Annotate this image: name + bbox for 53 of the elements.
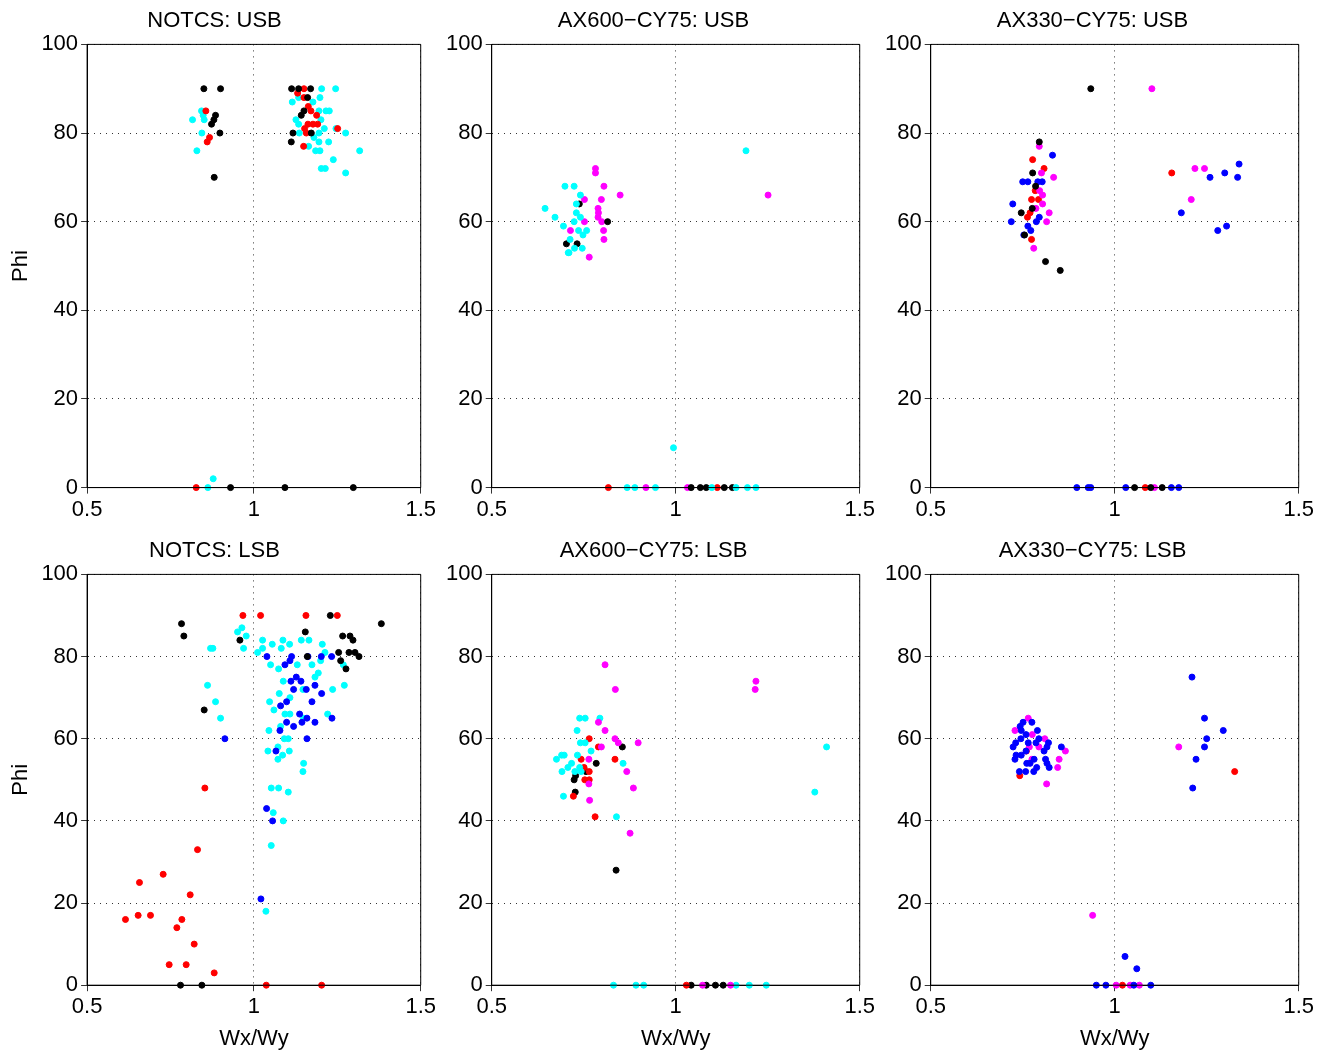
y-tick-label: 20 <box>897 889 922 915</box>
y-tick-label: 80 <box>53 642 79 668</box>
x-tick-label: 1.5 <box>405 993 437 1019</box>
y-axis-title: Phi <box>7 250 33 282</box>
chart-title: AX600−CY75: USB <box>557 7 750 33</box>
chart-title: AX330−CY75: LSB <box>998 537 1187 563</box>
x-tick-label: 1.5 <box>1283 495 1315 521</box>
x-tick-label: 1.5 <box>1283 993 1315 1019</box>
y-tick-label: 80 <box>53 119 79 145</box>
y-tick-label: 40 <box>53 806 79 832</box>
chart-title: NOTCS: USB <box>147 7 282 33</box>
y-tick-label: 100 <box>884 560 922 586</box>
y-tick-label: 20 <box>53 385 79 411</box>
y-tick-label: 40 <box>53 296 79 322</box>
y-tick-label: 100 <box>445 30 483 56</box>
y-tick-label: 100 <box>41 30 79 56</box>
y-tick-label: 60 <box>897 207 922 233</box>
x-tick-label: 1.5 <box>844 993 876 1019</box>
chart-title: NOTCS: LSB <box>149 537 280 563</box>
y-tick-label: 20 <box>458 889 483 915</box>
y-tick-label: 40 <box>897 806 922 832</box>
y-tick-label: 20 <box>897 385 922 411</box>
x-axis-title: Wx/Wy <box>219 1024 289 1050</box>
y-axis-title: Phi <box>7 763 33 796</box>
x-axis-title: Wx/Wy <box>640 1024 711 1050</box>
x-axis-title: Wx/Wy <box>1079 1024 1150 1050</box>
y-tick-label: 60 <box>53 207 79 233</box>
y-tick-label: 60 <box>458 207 483 233</box>
y-tick-label: 20 <box>458 385 483 411</box>
y-tick-label: 100 <box>445 560 483 586</box>
x-tick-label: 1 <box>1108 993 1121 1019</box>
x-tick-label: 1 <box>1108 495 1121 521</box>
y-tick-label: 60 <box>53 724 79 750</box>
chart-title: AX600−CY75: LSB <box>559 537 748 563</box>
y-tick-label: 80 <box>458 642 483 668</box>
y-tick-label: 80 <box>897 642 922 668</box>
y-tick-label: 80 <box>897 119 922 145</box>
y-tick-label: 20 <box>53 889 79 915</box>
x-tick-label: 1.5 <box>405 495 437 521</box>
x-tick-label: 1 <box>669 495 682 521</box>
y-tick-label: 100 <box>884 30 922 56</box>
x-tick-label: 1 <box>247 993 261 1019</box>
chart-title: AX330−CY75: USB <box>996 7 1189 33</box>
y-tick-label: 60 <box>458 724 483 750</box>
y-tick-label: 40 <box>458 296 483 322</box>
x-tick-label: 1 <box>247 495 261 521</box>
y-tick-label: 40 <box>458 806 483 832</box>
x-tick-label: 1 <box>669 993 682 1019</box>
y-tick-label: 100 <box>41 560 79 586</box>
y-tick-label: 40 <box>897 296 922 322</box>
y-tick-label: 80 <box>458 119 483 145</box>
x-tick-label: 1.5 <box>844 495 876 521</box>
y-tick-label: 60 <box>897 724 922 750</box>
